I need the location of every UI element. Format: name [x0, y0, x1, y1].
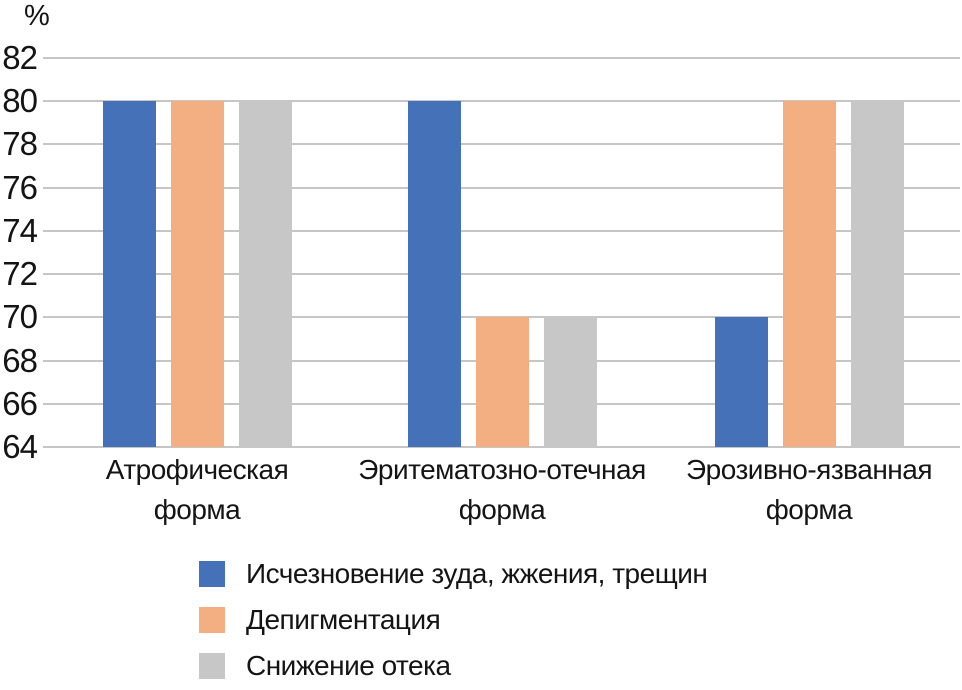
- bar-s0-c2: [714, 317, 768, 447]
- y-axis-unit-label: %: [24, 0, 50, 32]
- x-category-label-line: форма: [153, 494, 241, 525]
- gridline: [43, 100, 960, 103]
- x-category-label-line: Эритематозно-отечная: [358, 454, 646, 485]
- x-category-label-line: Атрофическая: [105, 454, 289, 485]
- gridline: [43, 143, 960, 146]
- y-tick-label: 70: [2, 298, 38, 336]
- y-tick-label: 76: [2, 168, 38, 206]
- gridline: [43, 273, 960, 276]
- bar-s0-c0: [102, 101, 156, 447]
- x-category-label-line: Эрозивно-язванная: [686, 454, 932, 485]
- x-category-label: Атрофическая форма: [11, 450, 383, 530]
- x-category-label-line: форма: [765, 494, 853, 525]
- bar-s2-c1: [543, 317, 597, 447]
- gridline: [43, 57, 960, 59]
- legend-label: Депигментация: [246, 604, 441, 635]
- bar-s1-c1: [475, 317, 529, 447]
- gridline: [43, 446, 960, 448]
- y-tick-label: 78: [2, 125, 38, 163]
- legend-swatch: [199, 607, 225, 633]
- y-tick-label: 66: [2, 384, 38, 422]
- legend-item: Депигментация: [199, 604, 441, 636]
- gridline: [43, 229, 960, 232]
- bar-s2-c2: [850, 101, 904, 447]
- y-tick-label: 80: [2, 82, 38, 120]
- y-tick-label: 72: [2, 255, 38, 293]
- x-category-label-line: форма: [458, 494, 546, 525]
- legend-swatch: [199, 561, 225, 587]
- legend-label: Исчезновение зуда, жжения, трещин: [246, 558, 708, 589]
- legend-swatch: [199, 653, 225, 679]
- bar-s0-c1: [407, 101, 461, 447]
- y-tick-label: 64: [2, 428, 38, 465]
- bar-s1-c0: [170, 101, 224, 447]
- y-tick-label: 68: [2, 341, 38, 379]
- bar-s1-c2: [782, 101, 836, 447]
- gridline: [43, 186, 960, 189]
- x-category-label: Эрозивно-язванная форма: [623, 450, 962, 530]
- x-category-label: Эритематозно-отечная форма: [316, 450, 688, 530]
- legend-label: Снижение отека: [246, 650, 451, 681]
- y-tick-label: 82: [2, 39, 38, 76]
- legend-item: Исчезновение зуда, жжения, трещин: [199, 558, 708, 590]
- bar-s2-c0: [238, 101, 292, 447]
- y-tick-label: 74: [2, 211, 38, 249]
- legend-item: Снижение отека: [199, 650, 451, 682]
